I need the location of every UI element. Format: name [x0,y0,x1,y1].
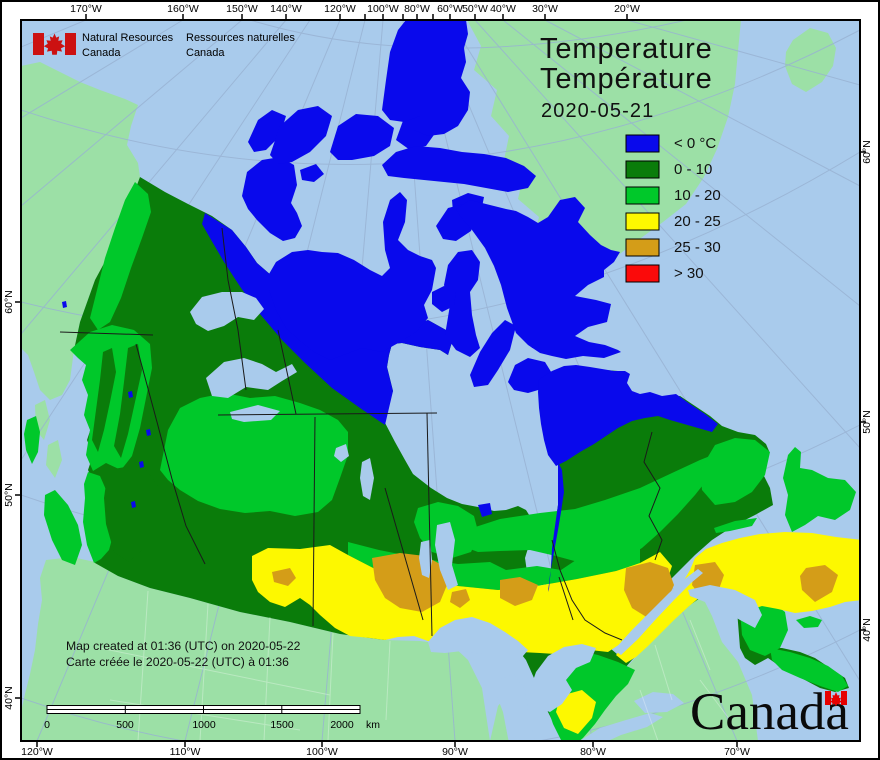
svg-text:60°N: 60°N [3,290,15,313]
svg-text:0: 0 [44,719,50,731]
svg-text:500: 500 [116,719,134,731]
svg-text:120°W: 120°W [324,3,356,15]
svg-text:50°W: 50°W [462,3,488,15]
svg-text:50°N: 50°N [3,483,15,506]
svg-text:20°W: 20°W [614,3,640,15]
svg-text:Température: Température [540,63,713,95]
svg-text:120°W: 120°W [21,746,53,758]
svg-text:Map created at 01:36 (UTC) on: Map created at 01:36 (UTC) on 2020-05-22 [66,639,301,653]
svg-text:Canada: Canada [82,47,121,59]
svg-text:40°W: 40°W [490,3,516,15]
svg-text:km: km [366,719,380,731]
svg-text:30°W: 30°W [532,3,558,15]
svg-text:110°W: 110°W [170,746,201,758]
svg-text:10 - 20: 10 - 20 [674,187,721,204]
svg-text:1000: 1000 [192,719,216,731]
svg-text:150°W: 150°W [226,3,258,15]
svg-text:70°W: 70°W [724,746,750,758]
svg-text:2020-05-21: 2020-05-21 [541,100,654,122]
svg-text:1500: 1500 [270,719,294,731]
svg-text:80°W: 80°W [404,3,430,15]
svg-text:40°N: 40°N [3,686,15,709]
svg-text:60°N: 60°N [861,140,873,163]
svg-text:170°W: 170°W [70,3,102,15]
svg-text:60°W: 60°W [437,3,463,15]
svg-text:25 - 30: 25 - 30 [674,239,721,256]
svg-text:20 - 25: 20 - 25 [674,213,721,230]
svg-text:< 0 °C: < 0 °C [674,135,716,152]
svg-text:80°W: 80°W [580,746,606,758]
svg-text:Ressources naturelles: Ressources naturelles [186,32,295,44]
svg-text:100°W: 100°W [306,746,338,758]
svg-text:Canada: Canada [186,47,225,59]
svg-text:100°W: 100°W [367,3,399,15]
svg-text:40°N: 40°N [861,618,873,641]
svg-text:Carte créée le 2020-05-22 (UTC: Carte créée le 2020-05-22 (UTC) à 01:36 [66,655,289,669]
svg-text:Canada: Canada [690,683,849,741]
svg-text:Temperature: Temperature [540,33,713,65]
svg-text:Natural Resources: Natural Resources [82,32,174,44]
svg-text:160°W: 160°W [167,3,199,15]
svg-text:2000: 2000 [330,719,354,731]
svg-text:> 30: > 30 [674,265,704,282]
svg-text:90°W: 90°W [442,746,468,758]
svg-text:140°W: 140°W [270,3,302,15]
svg-text:50°N: 50°N [861,410,873,433]
svg-text:0 - 10: 0 - 10 [674,161,712,178]
